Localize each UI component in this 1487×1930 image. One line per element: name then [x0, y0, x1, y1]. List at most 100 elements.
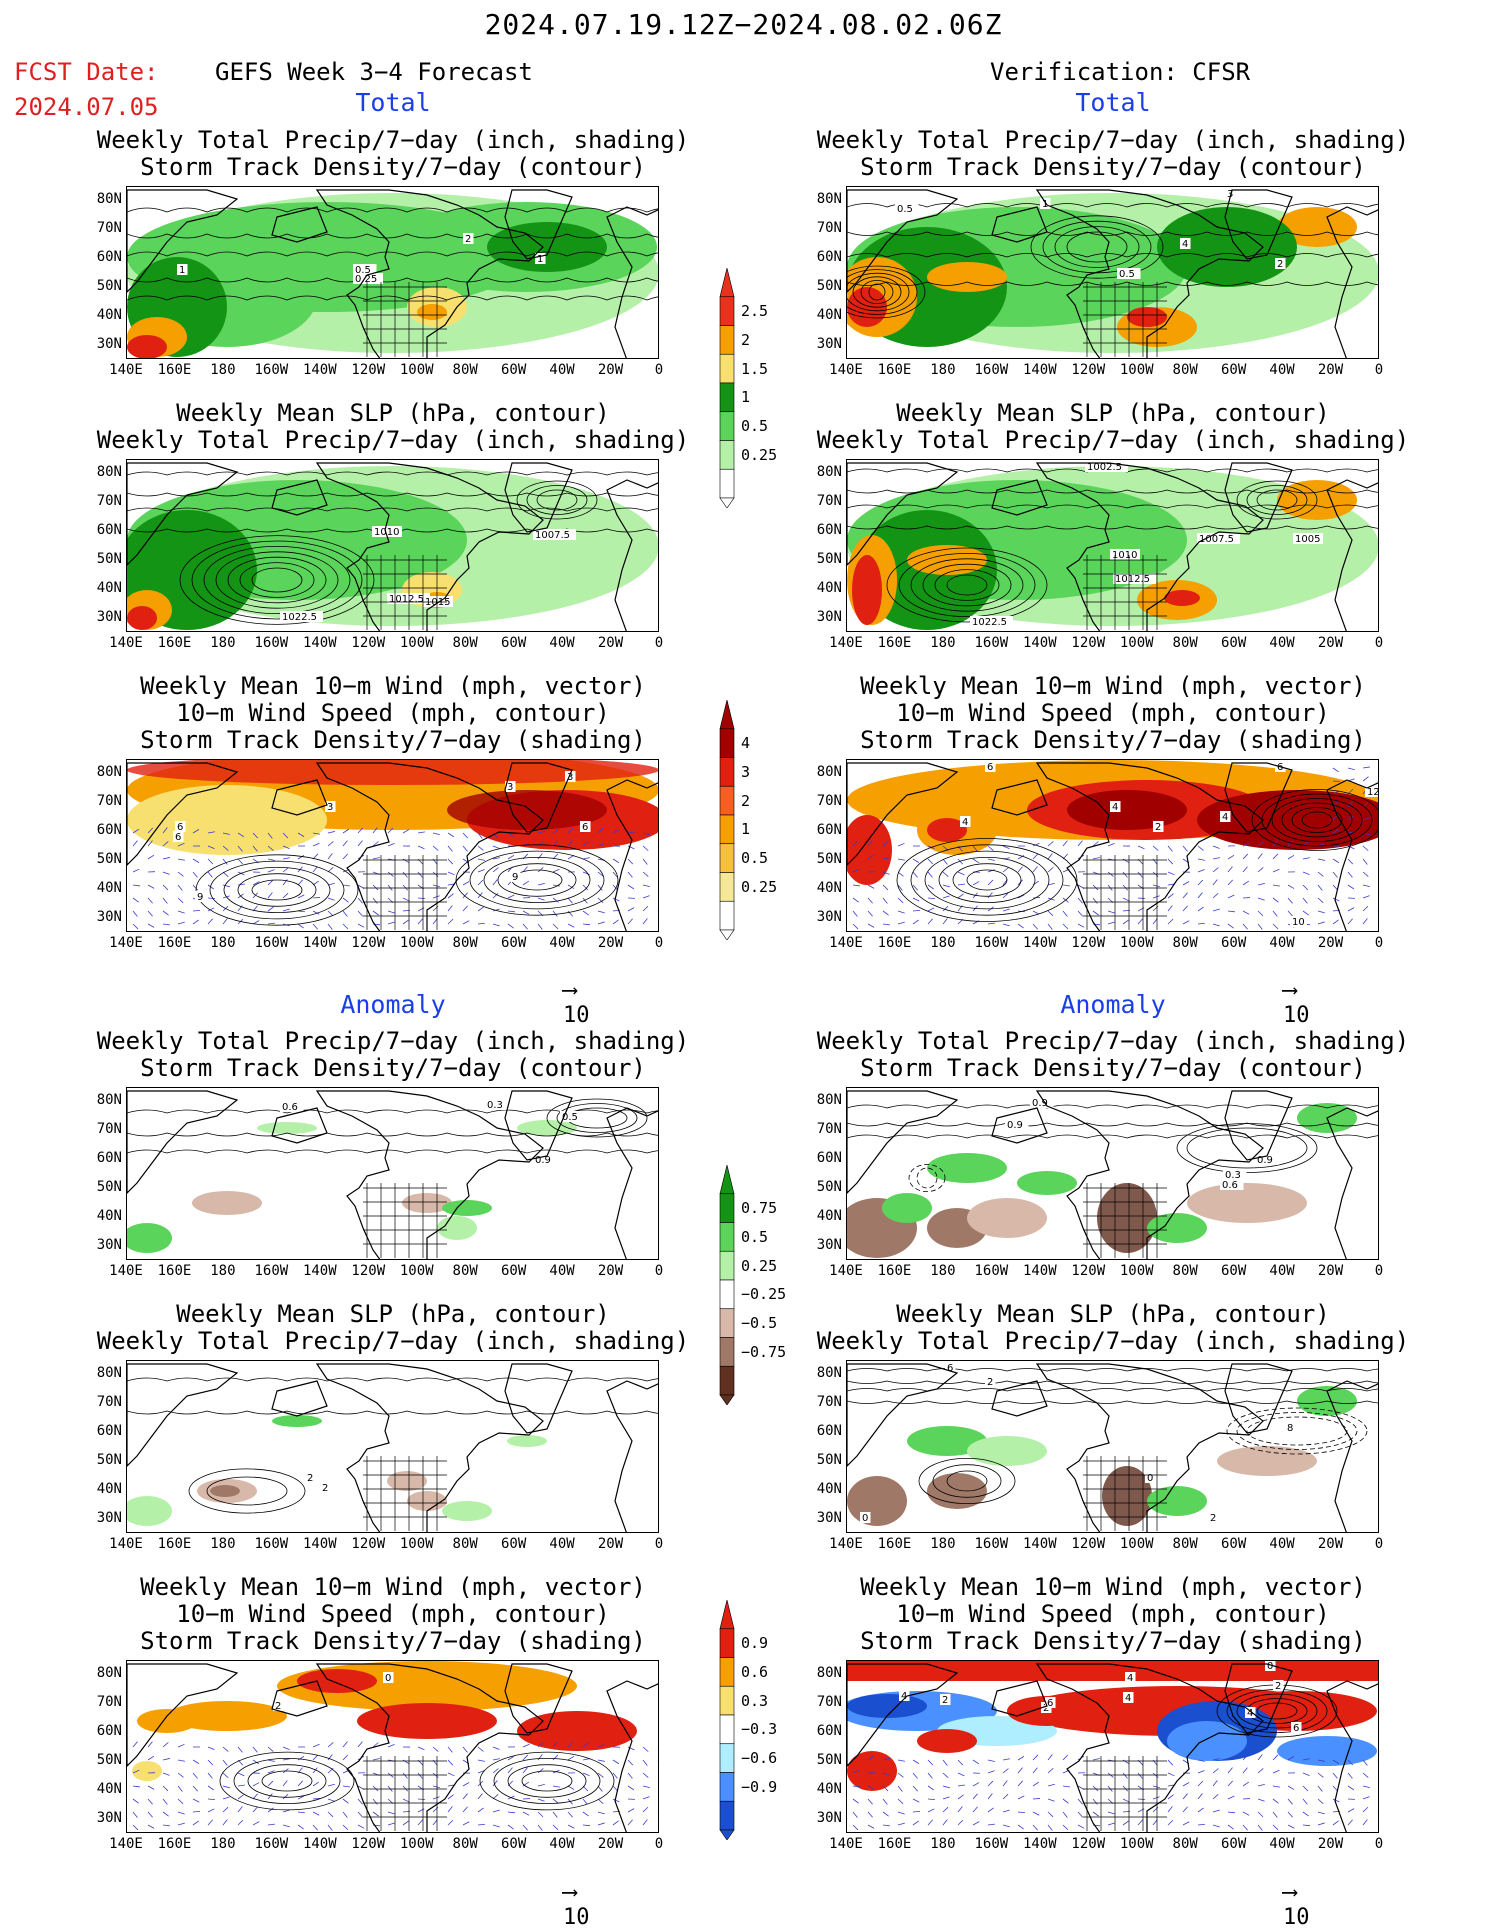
latitude-tick-label: 30N	[86, 337, 122, 351]
latitude-tick-label: 60N	[86, 250, 122, 264]
longitude-tick-label: 40W	[1257, 636, 1307, 650]
svg-text:4: 4	[962, 817, 968, 828]
latitude-tick-label: 50N	[86, 1453, 122, 1467]
longitude-tick-label: 80W	[1160, 363, 1210, 377]
longitude-tick-label: 100W	[392, 936, 442, 950]
longitude-tick-label: 0	[634, 636, 684, 650]
contour-label: 4	[960, 816, 971, 828]
longitude-tick-label: 160E	[149, 1537, 199, 1551]
contour-label: 0.5	[1117, 268, 1141, 280]
title-line: 10−m Wind Speed (mph, contour)	[33, 700, 753, 727]
contour-label: 1022.5	[970, 616, 1013, 628]
longitude-tick-label: 180	[198, 363, 248, 377]
panel-title: Weekly Mean SLP (hPa, contour)Weekly Tot…	[33, 400, 753, 454]
longitude-tick-label: 60W	[1209, 936, 1259, 950]
latitude-tick-label: 80N	[806, 465, 842, 479]
svg-text:2: 2	[322, 1483, 328, 1494]
longitude-tick-label: 180	[198, 1837, 248, 1851]
longitude-tick-label: 20W	[1306, 636, 1356, 650]
longitude-tick-label: 40W	[537, 636, 587, 650]
colorbar-tick-label: −0.75	[741, 1345, 786, 1360]
title-line: Storm Track Density/7−day (contour)	[33, 154, 753, 181]
svg-text:4: 4	[1182, 239, 1188, 250]
longitude-tick-label: 60W	[1209, 1837, 1259, 1851]
title-line: Weekly Total Precip/7−day (inch, shading…	[753, 127, 1473, 154]
svg-text:0.5: 0.5	[562, 1112, 578, 1123]
latitude-tick-label: 30N	[806, 337, 842, 351]
longitude-tick-label: 80W	[440, 636, 490, 650]
title-line: Weekly Total Precip/7−day (inch, shading…	[753, 1328, 1473, 1355]
latitude-tick-label: 70N	[806, 1122, 842, 1136]
latitude-tick-label: 30N	[806, 1511, 842, 1525]
latitude-tick-label: 30N	[86, 610, 122, 624]
colorbar-tick-label: −0.9	[741, 1780, 777, 1795]
panel-title: Weekly Mean SLP (hPa, contour)Weekly Tot…	[33, 1301, 753, 1355]
longitude-tick-label: 180	[198, 1264, 248, 1278]
section-anomaly-right: Anomaly	[963, 990, 1263, 1019]
contour-label: 0.5	[895, 203, 919, 215]
longitude-tick-label: 180	[198, 1537, 248, 1551]
latitude-tick-label: 60N	[806, 823, 842, 837]
title-line: Weekly Total Precip/7−day (inch, shading…	[33, 427, 753, 454]
contour-label: 9	[510, 871, 521, 883]
longitude-tick-label: 100W	[392, 1537, 442, 1551]
colorbar-tick-label: −0.25	[741, 1287, 786, 1302]
longitude-tick-label: 120W	[1063, 936, 1113, 950]
panel-title: Weekly Total Precip/7−day (inch, shading…	[33, 127, 753, 181]
longitude-tick-label: 160W	[966, 1264, 1016, 1278]
latitude-tick-label: 70N	[86, 1695, 122, 1709]
latitude-tick-label: 80N	[86, 192, 122, 206]
colorbar-precip-anomaly	[717, 1165, 737, 1409]
longitude-tick-label: 0	[634, 1264, 684, 1278]
svg-text:2: 2	[1275, 1681, 1281, 1692]
longitude-tick-label: 160E	[869, 1537, 919, 1551]
colorbar-tick-label: −0.6	[741, 1751, 777, 1766]
longitude-tick-label: 140W	[295, 363, 345, 377]
longitude-tick-label: 40W	[1257, 1837, 1307, 1851]
latitude-tick-label: 40N	[86, 308, 122, 322]
longitude-tick-label: 60W	[489, 1837, 539, 1851]
contour-label: 6	[1291, 1722, 1302, 1734]
longitude-tick-label: 140E	[821, 363, 871, 377]
title-line: Storm Track Density/7−day (shading)	[753, 1628, 1473, 1655]
longitude-tick-label: 40W	[537, 1264, 587, 1278]
longitude-tick-label: 100W	[1112, 1837, 1162, 1851]
latitude-tick-label: 50N	[806, 1180, 842, 1194]
longitude-tick-label: 40W	[1257, 1264, 1307, 1278]
vector-reference-anom-left: ⟶10	[563, 1880, 590, 1930]
longitude-tick-label: 20W	[1306, 1537, 1356, 1551]
svg-text:6: 6	[1293, 1723, 1299, 1734]
colorbar-tick-label: −0.3	[741, 1722, 777, 1737]
panel-title: Weekly Total Precip/7−day (inch, shading…	[753, 127, 1473, 181]
latitude-tick-label: 80N	[806, 192, 842, 206]
longitude-tick-label: 160E	[149, 936, 199, 950]
longitude-tick-label: 160W	[246, 936, 296, 950]
longitude-tick-label: 100W	[1112, 936, 1162, 950]
longitude-tick-label: 60W	[1209, 636, 1259, 650]
svg-text:0.9: 0.9	[1007, 1120, 1023, 1131]
reference-arrow-icon: ⟶	[1283, 1880, 1296, 1905]
longitude-tick-label: 140E	[821, 1264, 871, 1278]
longitude-tick-label: 160E	[869, 936, 919, 950]
title-line: Storm Track Density/7−day (shading)	[33, 727, 753, 754]
latitude-tick-label: 60N	[806, 1151, 842, 1165]
longitude-tick-label: 80W	[440, 1837, 490, 1851]
latitude-tick-label: 40N	[806, 1782, 842, 1796]
longitude-tick-label: 60W	[489, 1264, 539, 1278]
title-line: Weekly Mean SLP (hPa, contour)	[753, 400, 1473, 427]
vector-reference-anom-right: ⟶10	[1283, 1880, 1310, 1930]
colorbar-tick-label: 3	[741, 765, 750, 780]
longitude-tick-label: 120W	[1063, 636, 1113, 650]
longitude-tick-label: 160E	[869, 1837, 919, 1851]
longitude-tick-label: 120W	[343, 1264, 393, 1278]
longitude-tick-label: 20W	[1306, 1837, 1356, 1851]
longitude-tick-label: 140W	[1015, 1264, 1065, 1278]
panel-title: Weekly Mean 10−m Wind (mph, vector)10−m …	[753, 1574, 1473, 1655]
longitude-tick-label: 20W	[586, 1537, 636, 1551]
svg-text:1007.5: 1007.5	[535, 530, 570, 541]
longitude-tick-label: 120W	[343, 363, 393, 377]
